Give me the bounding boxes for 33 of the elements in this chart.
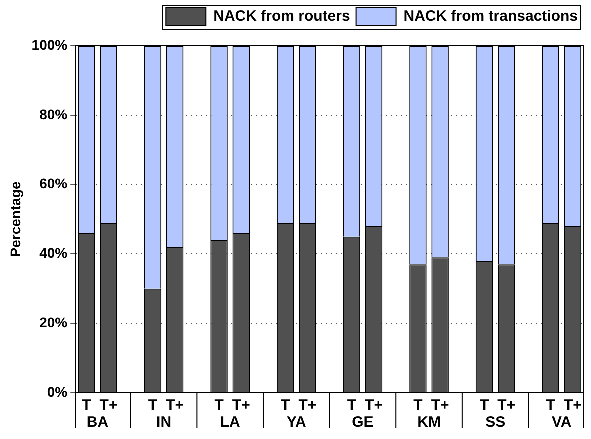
x-tick-label: T — [214, 397, 224, 414]
y-tick-label: 0% — [47, 384, 68, 400]
text: GE — [352, 414, 374, 432]
y-tick-label: 100% — [32, 36, 68, 53]
x-tick-label: T — [82, 397, 92, 414]
x-tick-label: T+ — [232, 397, 251, 414]
x-tick-label: T+ — [166, 397, 184, 414]
text: BA — [86, 414, 109, 432]
legend-label: NACK from routers — [214, 8, 350, 26]
y-tick-label: 40% — [40, 245, 68, 262]
text: KM — [418, 414, 441, 432]
x-tick-label: T — [414, 397, 423, 414]
x-tick-label: T+ — [431, 397, 450, 414]
x-tick-label: T — [546, 397, 556, 414]
text: LA — [220, 414, 240, 432]
x-tick-label: T+ — [365, 397, 384, 414]
x-tick-label: T — [148, 397, 158, 414]
x-tick-label: T+ — [564, 397, 582, 414]
x-tick-label: T — [281, 397, 290, 414]
x-tick-label: T+ — [298, 397, 317, 414]
text: YA — [286, 414, 307, 432]
y-tick-label: 60% — [40, 176, 68, 192]
y-tick-label: 80% — [40, 106, 68, 122]
text: IN — [156, 414, 172, 432]
y-tick-label: 20% — [40, 314, 68, 330]
x-tick-label: T — [347, 397, 356, 414]
text: SS — [486, 414, 506, 432]
x-tick-label: T+ — [100, 397, 118, 414]
y-axis-title: Percentage — [7, 182, 24, 258]
x-tick-label: T — [480, 397, 490, 414]
legend-label: NACK from transactions — [404, 8, 578, 26]
x-tick-label: T+ — [498, 397, 516, 414]
text: VA — [552, 414, 572, 432]
